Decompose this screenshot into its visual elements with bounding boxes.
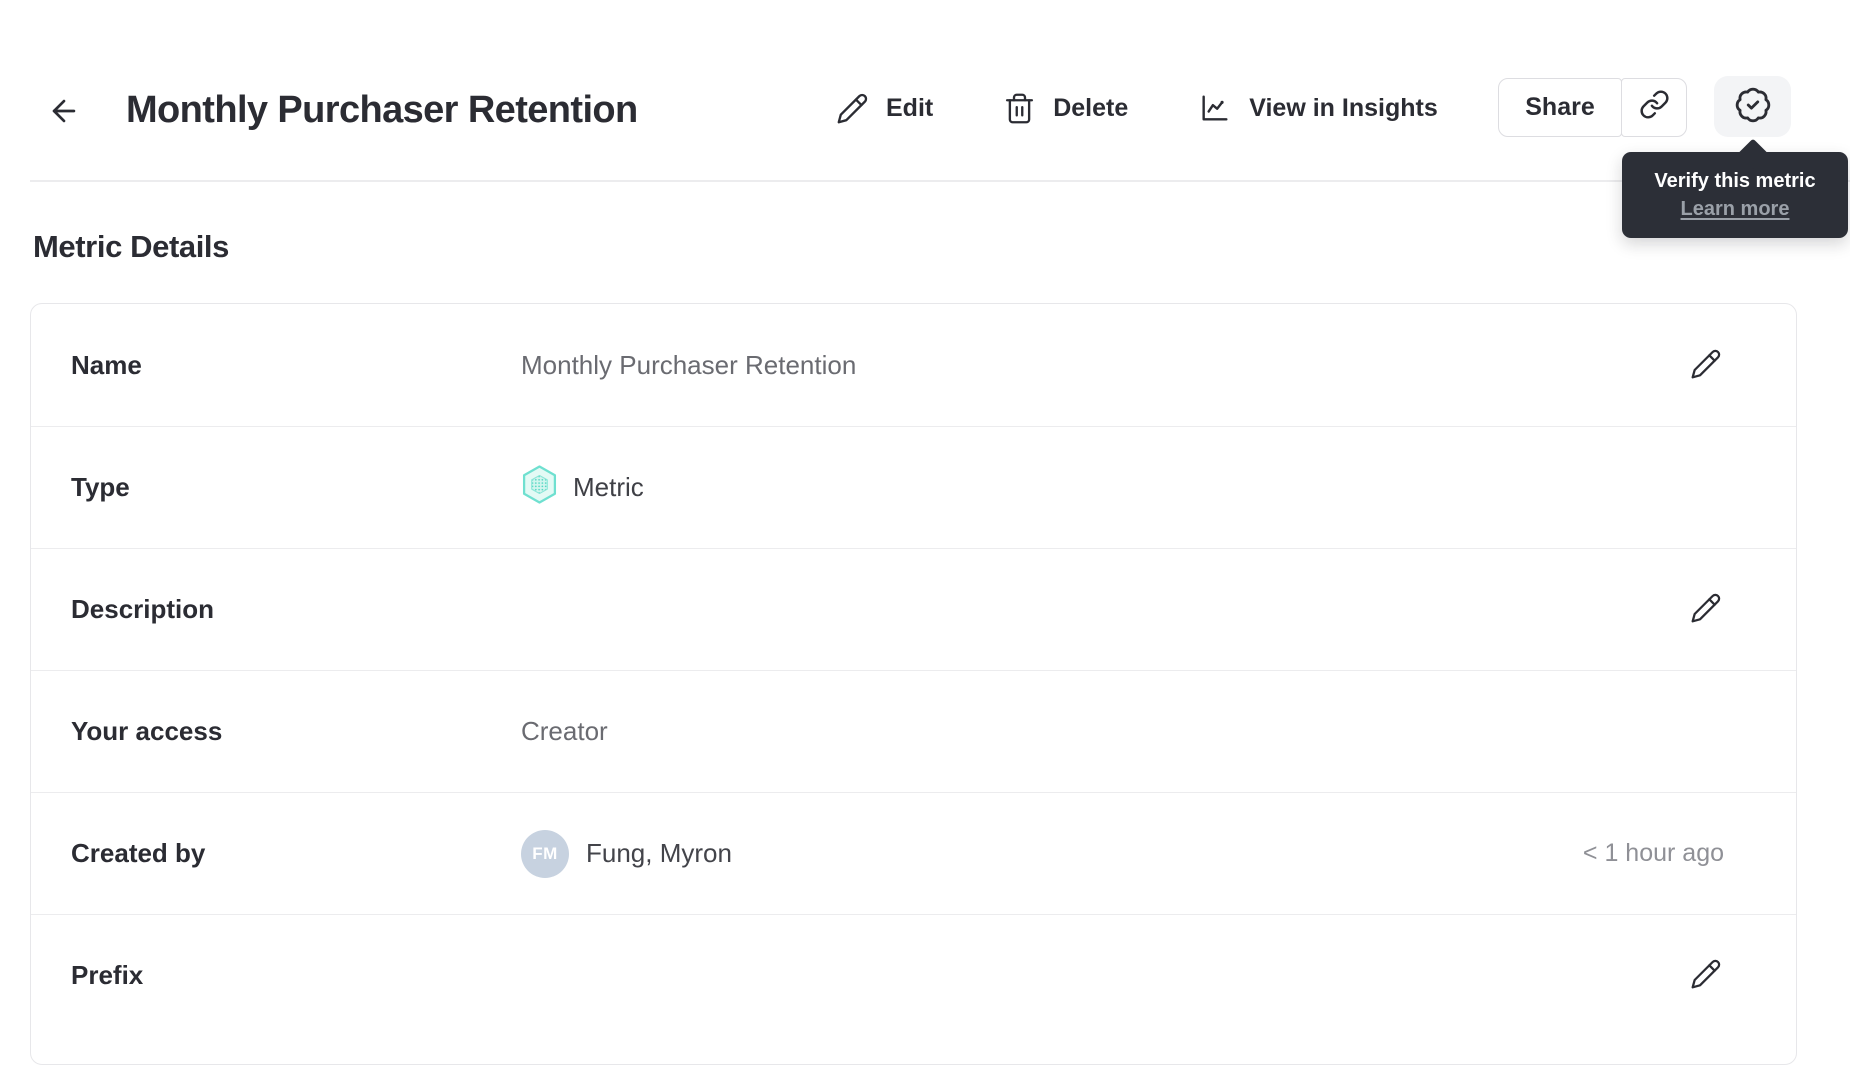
- section-title: Metric Details: [33, 229, 229, 264]
- line-chart-icon: [1198, 91, 1232, 125]
- share-button-group: Share: [1498, 78, 1687, 137]
- detail-row-prefix: Prefix: [31, 914, 1796, 1036]
- trash-icon: [1003, 92, 1036, 125]
- creator-name: Fung, Myron: [586, 838, 732, 868]
- edit-button-label: Edit: [886, 93, 934, 122]
- row-label: Description: [71, 594, 215, 624]
- metric-hexagon-icon: [521, 464, 558, 511]
- detail-row-access: Your access Creator: [31, 670, 1796, 792]
- edit-button[interactable]: Edit: [836, 92, 933, 125]
- delete-button[interactable]: Delete: [1003, 92, 1128, 125]
- row-label: Prefix: [71, 960, 144, 990]
- detail-row-created-by: Created by FM Fung, Myron < 1 hour ago: [31, 792, 1796, 914]
- pencil-icon: [1690, 958, 1722, 993]
- row-value: Creator: [521, 716, 608, 746]
- verify-metric-tooltip: Verify this metric Learn more: [1622, 138, 1848, 238]
- avatar: FM: [521, 829, 569, 878]
- detail-row-name: Name Monthly Purchaser Retention: [31, 304, 1796, 426]
- detail-row-description: Description: [31, 548, 1796, 670]
- edit-prefix-button[interactable]: [1688, 958, 1724, 994]
- back-button[interactable]: [44, 92, 84, 132]
- verify-metric-button[interactable]: [1714, 76, 1791, 137]
- type-value: Metric: [573, 472, 644, 502]
- row-label: Type: [71, 472, 130, 502]
- pencil-icon: [836, 92, 869, 125]
- tooltip-arrow: [1737, 138, 1769, 170]
- row-label: Name: [71, 349, 142, 380]
- tooltip-title: Verify this metric: [1654, 170, 1816, 192]
- arrow-left-icon: [47, 94, 81, 131]
- view-in-insights-label: View in Insights: [1249, 93, 1438, 122]
- edit-name-button[interactable]: [1688, 347, 1724, 383]
- pencil-icon: [1690, 592, 1722, 627]
- created-timestamp: < 1 hour ago: [1582, 839, 1724, 867]
- copy-link-button[interactable]: [1621, 78, 1687, 137]
- link-icon: [1639, 89, 1670, 127]
- row-label: Created by: [71, 838, 206, 868]
- detail-row-type: Type Metric: [31, 426, 1796, 548]
- pencil-icon: [1690, 348, 1722, 383]
- row-value: FM Fung, Myron: [521, 829, 1583, 878]
- metric-details-card: Name Monthly Purchaser Retention Type: [30, 303, 1797, 1065]
- row-label: Your access: [71, 716, 223, 746]
- view-in-insights-button[interactable]: View in Insights: [1198, 91, 1438, 125]
- edit-description-button[interactable]: [1688, 592, 1724, 628]
- header-divider: [30, 180, 1850, 182]
- page-title: Monthly Purchaser Retention: [126, 89, 638, 131]
- row-value: Monthly Purchaser Retention: [521, 349, 857, 380]
- header-action-bar: Edit Delete View in Insig: [836, 78, 1438, 138]
- learn-more-link[interactable]: Learn more: [1680, 198, 1790, 220]
- metric-details-page: Monthly Purchaser Retention Edit Delet: [30, 76, 1850, 1065]
- verified-badge-icon: [1734, 86, 1772, 127]
- share-button[interactable]: Share: [1498, 78, 1622, 137]
- delete-button-label: Delete: [1053, 93, 1129, 122]
- row-value: Metric: [521, 464, 1724, 511]
